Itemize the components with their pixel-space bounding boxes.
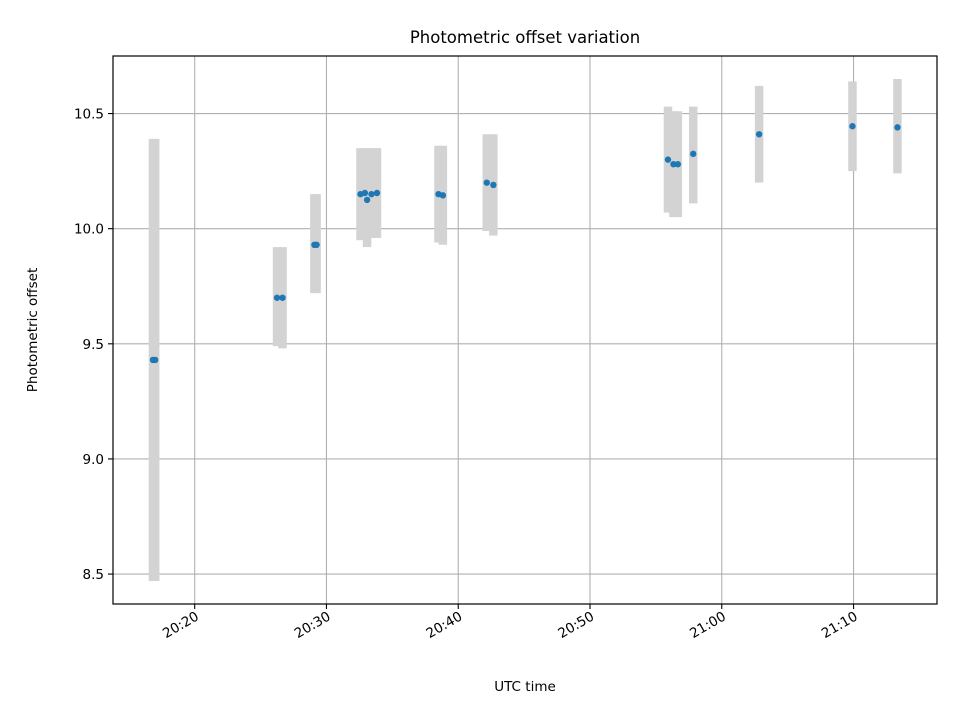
error-bars	[148, 79, 902, 581]
data-point	[373, 189, 381, 197]
grid	[113, 56, 937, 604]
x-tick-label: 20:50	[555, 609, 597, 642]
y-axis-ticks: 8.5 9.0 9.5 10.0 10.5	[74, 107, 113, 583]
y-tick-label: 10.0	[74, 222, 104, 238]
x-tick-label: 20:20	[160, 609, 202, 642]
data-point	[664, 156, 672, 163]
data-point	[368, 190, 375, 198]
y-tick-label: 10.5	[74, 107, 104, 123]
data-point	[313, 241, 320, 249]
data-point	[755, 131, 763, 138]
data-point	[483, 179, 490, 186]
data-point	[361, 189, 369, 197]
y-tick-label: 9.5	[83, 337, 104, 353]
y-tick-label: 9.0	[83, 452, 104, 468]
data-point	[849, 123, 856, 130]
data-point	[894, 124, 901, 131]
data-point	[670, 161, 677, 168]
data-points	[149, 123, 901, 364]
x-tick-label: 20:30	[292, 609, 334, 642]
plot-frame	[112, 55, 938, 605]
data-point	[151, 356, 159, 364]
x-axis-ticks: 20:20 20:30 20:40 20:50 21:00 21:10	[160, 604, 861, 642]
data-point	[363, 196, 371, 204]
x-tick-label: 21:00	[687, 609, 729, 642]
data-point	[490, 181, 497, 189]
x-tick-label: 20:40	[424, 609, 466, 642]
chart-title: Photometric offset variation	[410, 28, 640, 47]
data-point	[279, 294, 286, 301]
data-point	[674, 161, 682, 168]
y-axis-label: Photometric offset	[25, 268, 41, 392]
data-point	[690, 150, 697, 158]
x-axis-label: UTC time	[494, 679, 556, 695]
data-point	[273, 294, 281, 301]
y-tick-label: 8.5	[83, 567, 104, 583]
x-tick-label: 21:10	[819, 609, 861, 642]
data-point	[439, 192, 447, 199]
